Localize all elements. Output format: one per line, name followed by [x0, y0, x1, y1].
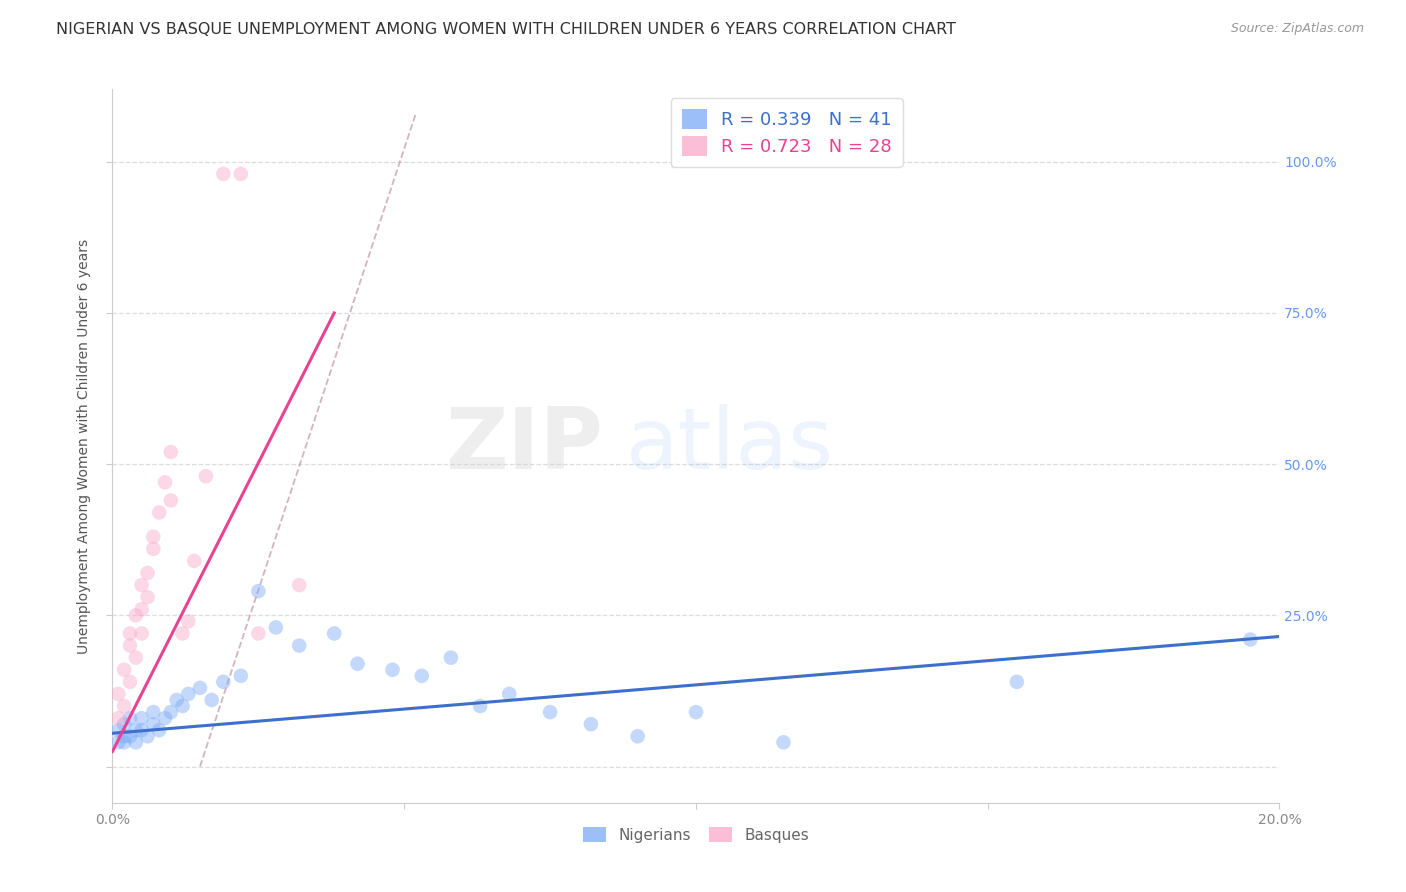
Point [212, 674, 235, 689]
Point [118, 711, 141, 725]
Point [112, 717, 135, 731]
Text: ZIP: ZIP [444, 404, 603, 488]
Point [177, 615, 200, 629]
Point [160, 705, 183, 719]
Point [107, 711, 129, 725]
Point [183, 554, 205, 568]
Point [107, 735, 129, 749]
Point [131, 578, 153, 592]
Point [188, 681, 211, 695]
Point [131, 602, 153, 616]
Point [247, 626, 270, 640]
Point [201, 693, 224, 707]
Point [160, 445, 183, 459]
Point [288, 578, 311, 592]
Point [118, 729, 141, 743]
Point [136, 729, 159, 743]
Point [323, 626, 346, 640]
Point [264, 620, 287, 634]
Point [131, 723, 153, 738]
Point [212, 167, 235, 181]
Point [118, 639, 141, 653]
Point [153, 711, 176, 725]
Point [411, 669, 433, 683]
Point [172, 699, 194, 714]
Point [247, 584, 270, 599]
Point [579, 717, 602, 731]
Point [772, 735, 794, 749]
Point [125, 650, 148, 665]
Point [627, 729, 650, 743]
Point [160, 493, 183, 508]
Point [166, 693, 188, 707]
Point [229, 167, 252, 181]
Point [194, 469, 217, 483]
Point [148, 506, 170, 520]
Point [107, 723, 129, 738]
Point [118, 674, 141, 689]
Point [468, 699, 491, 714]
Legend: Nigerians, Basques: Nigerians, Basques [576, 821, 815, 848]
Point [172, 626, 194, 640]
Text: Source: ZipAtlas.com: Source: ZipAtlas.com [1230, 22, 1364, 36]
Point [136, 566, 159, 580]
Point [107, 687, 129, 701]
Point [125, 723, 148, 738]
Point [153, 475, 176, 490]
Text: NIGERIAN VS BASQUE UNEMPLOYMENT AMONG WOMEN WITH CHILDREN UNDER 6 YEARS CORRELAT: NIGERIAN VS BASQUE UNEMPLOYMENT AMONG WO… [56, 22, 956, 37]
Point [440, 650, 463, 665]
Text: atlas: atlas [626, 404, 834, 488]
Point [148, 723, 170, 738]
Point [131, 626, 153, 640]
Point [112, 699, 135, 714]
Point [142, 705, 165, 719]
Point [142, 717, 165, 731]
Point [112, 729, 135, 743]
Point [177, 687, 200, 701]
Point [118, 626, 141, 640]
Point [142, 530, 165, 544]
Point [538, 705, 561, 719]
Point [381, 663, 404, 677]
Point [131, 711, 153, 725]
Y-axis label: Unemployment Among Women with Children Under 6 years: Unemployment Among Women with Children U… [77, 238, 91, 654]
Point [125, 608, 148, 623]
Point [136, 590, 159, 604]
Point [685, 705, 707, 719]
Point [112, 735, 135, 749]
Point [229, 669, 252, 683]
Point [1005, 674, 1028, 689]
Point [142, 541, 165, 556]
Point [1239, 632, 1261, 647]
Point [112, 663, 135, 677]
Point [346, 657, 368, 671]
Point [125, 735, 148, 749]
Point [288, 639, 311, 653]
Point [498, 687, 520, 701]
